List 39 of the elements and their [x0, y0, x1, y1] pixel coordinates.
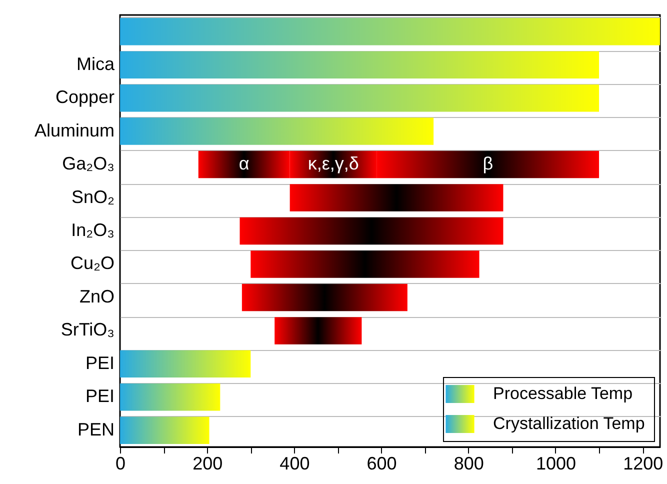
bar — [120, 118, 434, 145]
x-tick-label: 200 — [192, 454, 223, 474]
y-tick-label: PEI — [85, 352, 114, 373]
y-tick-label: PEI — [85, 386, 114, 406]
bar — [242, 284, 408, 312]
y-tick-label: SrTiO₃ — [60, 320, 114, 340]
y-tick-label: Copper — [55, 87, 114, 108]
bar — [198, 150, 290, 178]
y-tick-label: PEN — [77, 419, 114, 440]
bar — [376, 150, 600, 178]
x-tick-label: 400 — [280, 454, 310, 474]
y-tick-label: In₂O₃ — [71, 220, 114, 240]
legend-label: Processable Temp — [493, 384, 633, 403]
y-tick-label: Mica — [76, 54, 116, 74]
y-tick-label: ZnO — [79, 286, 114, 306]
x-tick-label: 800 — [454, 454, 484, 474]
bar — [120, 51, 600, 78]
y-tick-label: Ga₂O₃ — [62, 154, 114, 174]
y-tick-label: Aluminum — [34, 120, 114, 140]
bar — [250, 250, 480, 278]
annotation: κ,ε,γ,δ — [308, 154, 359, 174]
bar — [120, 350, 251, 378]
x-tick-label: 0 — [115, 454, 126, 474]
x-tick-label: 1200 — [623, 454, 664, 474]
x-tick-label: 600 — [366, 454, 397, 474]
legend-label: Crystallization Temp — [493, 414, 645, 433]
bar — [120, 416, 210, 444]
annotation: β — [482, 154, 494, 174]
bar — [290, 150, 377, 178]
annotation: α — [238, 154, 250, 174]
bar — [120, 18, 660, 46]
y-tick-label: SnO₂ — [71, 186, 114, 207]
bar — [120, 384, 220, 411]
y-tick-label: Cu₂O — [70, 253, 114, 274]
bar — [240, 217, 504, 245]
bar — [120, 84, 600, 112]
x-tick-label: 1000 — [536, 454, 576, 474]
bar — [290, 184, 504, 212]
bar — [274, 317, 362, 344]
